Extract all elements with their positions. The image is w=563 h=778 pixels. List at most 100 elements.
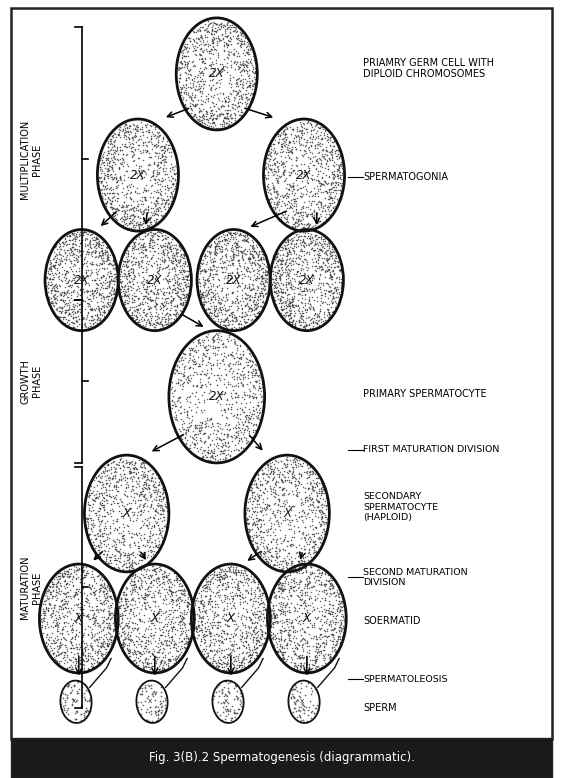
Point: [332, 153, 341, 166]
Point: [252, 541, 261, 553]
Point: [123, 549, 132, 562]
Point: [283, 139, 292, 152]
Point: [112, 278, 121, 290]
Point: [174, 377, 183, 389]
Point: [199, 279, 208, 291]
Point: [164, 654, 173, 666]
Point: [318, 149, 327, 162]
Point: [99, 636, 108, 648]
Point: [334, 591, 343, 603]
Point: [61, 647, 70, 659]
Point: [245, 72, 254, 85]
Point: [267, 272, 276, 284]
Point: [93, 237, 102, 250]
Point: [251, 67, 260, 79]
Point: [86, 603, 95, 615]
Point: [194, 38, 203, 51]
Point: [234, 416, 243, 429]
Point: [272, 532, 282, 545]
Point: [102, 521, 111, 534]
Point: [99, 614, 108, 626]
Point: [71, 254, 80, 267]
Point: [252, 391, 261, 404]
Point: [249, 301, 258, 314]
Point: [223, 657, 232, 669]
Point: [118, 599, 127, 612]
Point: [82, 233, 91, 246]
Point: [194, 23, 203, 35]
Point: [85, 240, 94, 252]
Point: [289, 221, 298, 233]
Point: [81, 641, 90, 654]
Point: [223, 423, 232, 436]
Point: [123, 461, 132, 474]
Point: [303, 491, 312, 503]
Point: [222, 394, 231, 406]
Point: [213, 237, 222, 250]
Point: [316, 178, 325, 191]
Point: [250, 258, 259, 270]
Point: [276, 511, 285, 524]
Point: [45, 609, 54, 622]
Point: [249, 617, 258, 629]
Point: [286, 296, 295, 308]
Point: [161, 692, 170, 704]
Point: [133, 592, 142, 605]
Point: [155, 528, 164, 541]
Point: [135, 475, 144, 487]
Point: [223, 597, 232, 609]
Point: [43, 633, 52, 646]
Point: [138, 144, 148, 156]
Point: [197, 416, 206, 429]
Point: [108, 274, 117, 286]
Point: [221, 117, 230, 129]
Point: [112, 485, 121, 497]
Point: [158, 593, 167, 605]
Point: [327, 270, 336, 282]
Point: [181, 618, 190, 630]
Point: [305, 136, 314, 149]
Point: [238, 245, 247, 258]
Point: [220, 569, 229, 581]
Point: [217, 570, 226, 583]
Point: [90, 657, 99, 669]
Point: [189, 433, 198, 445]
Point: [290, 499, 299, 512]
Point: [206, 43, 215, 55]
Point: [86, 248, 95, 261]
Point: [107, 194, 116, 207]
Point: [105, 590, 114, 602]
Point: [95, 549, 104, 562]
Point: [234, 435, 243, 447]
Point: [290, 531, 299, 543]
Point: [278, 483, 287, 496]
Point: [54, 648, 63, 661]
Point: [319, 524, 328, 537]
Point: [205, 269, 215, 282]
Point: [211, 261, 220, 273]
Point: [267, 163, 276, 176]
Point: [276, 303, 285, 315]
Point: [121, 251, 130, 263]
Point: [231, 45, 240, 58]
Point: [85, 300, 94, 312]
Point: [322, 254, 331, 266]
Point: [114, 627, 123, 640]
Point: [252, 635, 261, 647]
Point: [65, 605, 74, 617]
Point: [173, 392, 182, 405]
Point: [154, 574, 163, 587]
Point: [311, 653, 320, 665]
Point: [319, 284, 328, 296]
Point: [140, 282, 149, 295]
Point: [109, 454, 118, 467]
Point: [266, 629, 275, 641]
Point: [42, 601, 51, 614]
Point: [267, 177, 276, 190]
Point: [203, 34, 212, 47]
Point: [320, 568, 329, 580]
Point: [288, 294, 297, 307]
Point: [319, 296, 328, 308]
Point: [144, 601, 153, 613]
Point: [86, 499, 95, 511]
